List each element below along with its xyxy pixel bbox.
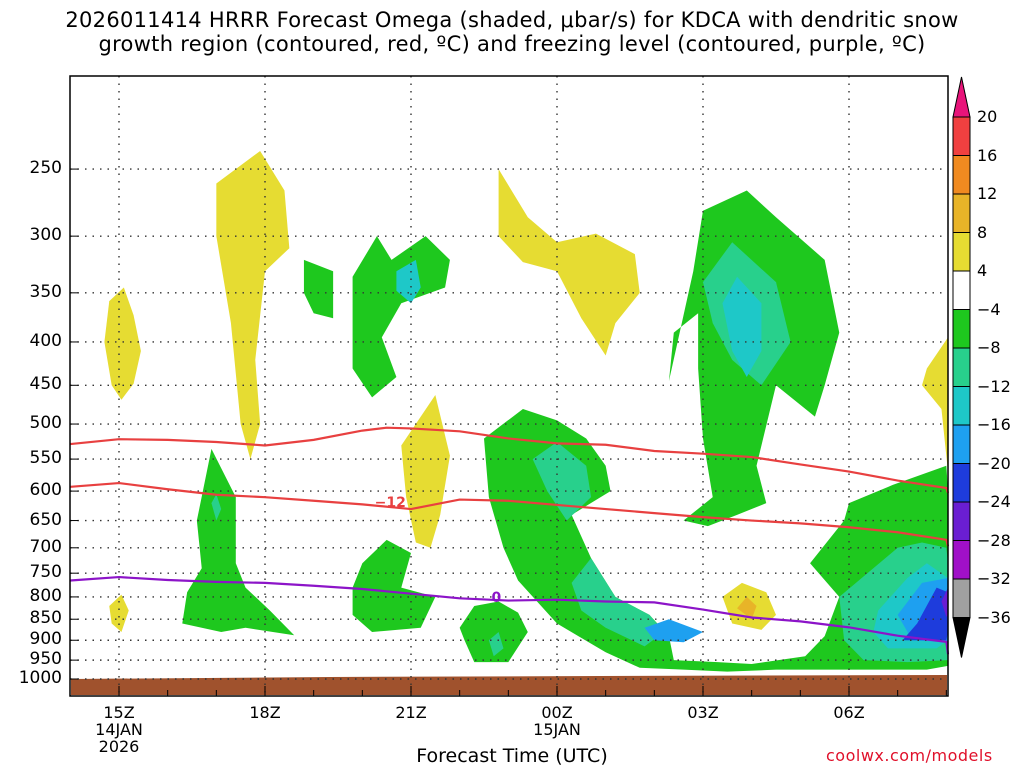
colorbar-swatch [952,116,971,156]
omega-region [182,448,295,636]
omega-region [722,276,762,378]
omega-region [303,259,334,319]
plot-frame [69,75,949,697]
y-tick-label: 600 [29,480,62,501]
colorbar-swatch [952,540,971,580]
omega-region [211,494,222,521]
x-axis-label: Forecast Time (UTC) [416,745,608,767]
contour-label: −12 [374,495,406,512]
colorbar-swatch [952,270,971,310]
omega-region [498,169,640,356]
x-tick-label: 21Z [366,704,456,721]
colorbar [952,76,971,658]
site-credit: coolwx.com/models [826,746,993,765]
x-tick-label: 15Z 14JAN 2026 [74,704,164,755]
y-tick-label: 950 [29,649,62,670]
omega-region [352,539,436,632]
colorbar-label: −36 [977,607,1011,627]
colorbar-swatch [952,155,971,195]
colorbar-top-arrow [952,76,971,118]
omega-region [104,287,141,400]
omega-region [401,394,450,548]
y-tick-label: 900 [29,629,62,650]
contour-lines [70,426,950,655]
y-tick-label: 450 [29,374,62,395]
y-tick-label: 250 [29,158,62,179]
x-tick-sub2: 2026 [98,737,140,756]
y-tick-label: 500 [29,413,62,434]
colorbar-swatch [952,578,971,618]
colorbar-bottom-arrow [952,617,971,658]
omega-region [922,318,948,515]
y-tick-label: 400 [29,330,62,351]
x-tick-label: 18Z [249,703,281,722]
colorbar-label: −32 [977,569,1011,588]
y-tick-label: 800 [29,585,62,606]
ground-fill [71,675,947,695]
omega-region [459,601,528,663]
x-tick-label: 03Z [658,704,748,721]
colorbar-label: −24 [977,492,1011,511]
terrain-ground [71,675,947,695]
y-tick-label: 700 [29,536,62,557]
colorbar-label: −12 [977,376,1011,396]
y-tick-label: 750 [29,562,62,583]
omega-region [737,596,757,620]
colorbar-swatch [952,232,971,272]
omega-region [396,259,421,304]
omega-shading [104,150,948,672]
colorbar-label: 8 [977,222,988,242]
colorbar-swatch [952,347,971,387]
omega-region [532,441,592,521]
colorbar-label: 16 [977,145,998,165]
chart-title-line-2: growth region (contoured, red, ºC) and f… [98,32,926,56]
omega-region [109,594,129,632]
omega-region [488,631,504,657]
y-tick-label: 550 [29,448,62,469]
x-tick-label: 18Z [220,704,310,721]
colorbar-swatch [952,501,971,541]
x-tick-label: 00Z [541,703,573,722]
colorbar-swatch [952,309,971,349]
omega-region [352,236,450,398]
colorbar-swatch [952,386,971,426]
colorbar-swatch [952,424,971,464]
omega-region [644,619,703,643]
y-tick-label: 350 [29,281,62,302]
x-tick-label: 06Z [804,704,894,721]
x-tick-sub1: 14JAN [95,720,143,739]
colorbar-label: 20 [977,107,998,126]
y-tick-label: 850 [29,608,62,629]
x-tick-label: 15Z [103,703,135,722]
colorbar-label: −28 [977,530,1011,550]
contour-line [70,481,950,547]
x-tick-label: 03Z [687,703,719,722]
x-tick-label: 21Z [395,703,427,722]
y-tick-label: 1000 [18,668,62,688]
colorbar-label: −20 [977,453,1011,473]
y-tick-label: 650 [29,509,62,530]
colorbar-label: 4 [977,261,988,280]
colorbar-label: 12 [977,184,998,203]
y-tick-label: 300 [29,225,62,246]
contour-label: 0 [491,589,502,606]
omega-region [216,150,290,460]
x-tick-label: 06Z [833,703,865,722]
contour-line [70,575,950,655]
colorbar-swatch [952,463,971,503]
contour-line [70,426,950,494]
colorbar-label: −4 [977,299,1001,319]
x-tick-sub1: 15JAN [533,720,581,739]
colorbar-label: −16 [977,415,1011,434]
colorbar-swatch [952,193,971,233]
x-tick-label: 00Z 15JAN [512,704,602,738]
chart-title-line-1: 2026011414 HRRR Forecast Omega (shaded, … [65,8,959,32]
omega-region [902,587,948,641]
omega-region [941,587,948,618]
grid-lines [70,76,948,696]
colorbar-label: −8 [977,338,1001,357]
